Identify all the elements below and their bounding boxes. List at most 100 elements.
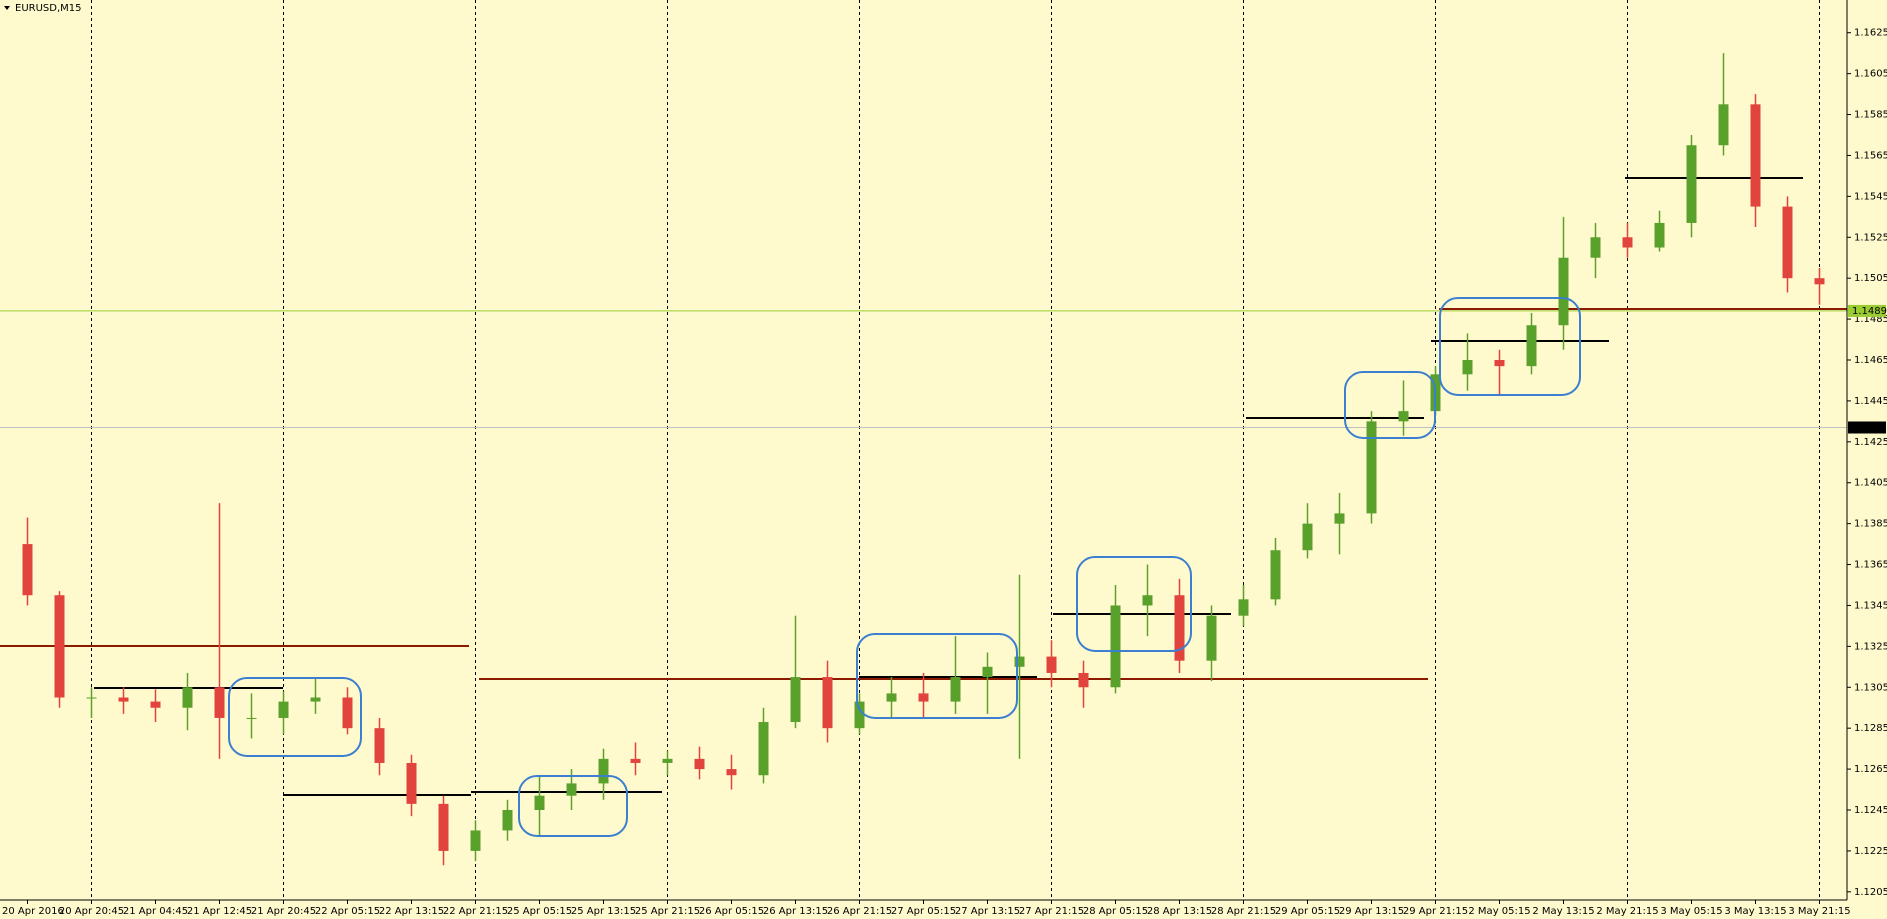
candle-body [1206, 615, 1217, 661]
candle-body [1590, 237, 1601, 258]
price-label: 1.1489 [1852, 306, 1887, 317]
candle-body [1462, 360, 1473, 375]
candle-body [438, 803, 449, 851]
candle-body [1046, 656, 1057, 673]
x-tick-label: 28 Apr 05:15 [1083, 906, 1148, 917]
range-box [856, 633, 1018, 719]
candle-body [246, 717, 257, 719]
x-tick-label: 21 Apr 04:45 [123, 906, 188, 917]
x-tick-label: 28 Apr 13:15 [1147, 906, 1212, 917]
candle-body [1014, 656, 1025, 667]
price-label-box [1848, 421, 1886, 434]
y-tick-label: 1.1325 [1854, 641, 1887, 652]
candle-body [1558, 257, 1569, 326]
candle-body [758, 722, 769, 776]
y-tick-label: 1.1425 [1854, 437, 1887, 448]
candle-body [1366, 421, 1377, 514]
y-tick-label: 1.1245 [1854, 805, 1887, 816]
y-tick-label: 1.1305 [1854, 682, 1887, 693]
candle-body [118, 697, 129, 702]
chart-title: EURUSD,M15 [15, 3, 81, 14]
x-tick-label: 29 Apr 13:15 [1339, 906, 1404, 917]
candle-body [470, 830, 481, 851]
candle-body [950, 677, 961, 702]
price-label: 1.1432 [1852, 423, 1887, 434]
menu-arrow[interactable] [4, 6, 10, 10]
candle-body [982, 666, 993, 678]
candle-body [886, 693, 897, 702]
candle-body [502, 810, 513, 831]
candle-body [918, 693, 929, 702]
candle-body [630, 758, 641, 763]
candle-body [1686, 145, 1697, 223]
y-tick-label: 1.1205 [1854, 887, 1887, 898]
y-tick-label: 1.1525 [1854, 232, 1887, 243]
y-tick-label: 1.1505 [1854, 273, 1887, 284]
x-tick-label: 25 Apr 13:15 [571, 906, 636, 917]
x-tick-label: 3 May 05:15 [1660, 906, 1722, 917]
candle-body [310, 697, 321, 702]
x-tick-label: 29 Apr 05:15 [1275, 906, 1340, 917]
x-tick-label: 26 Apr 05:15 [699, 906, 764, 917]
x-tick-label: 3 May 13:15 [1724, 906, 1786, 917]
candle-body [1110, 605, 1121, 688]
candle-body [854, 701, 865, 729]
candle-body [54, 595, 65, 698]
candle-body [374, 728, 385, 763]
x-tick-label: 26 Apr 21:15 [827, 906, 892, 917]
x-tick-label: 26 Apr 13:15 [763, 906, 828, 917]
candle-body [822, 677, 833, 729]
candle-body [214, 687, 225, 718]
candle-body [1494, 360, 1505, 367]
candle-body [726, 769, 737, 776]
x-tick-label: 25 Apr 05:15 [507, 906, 572, 917]
x-tick-label: 28 Apr 21:15 [1211, 906, 1276, 917]
candle-body [694, 758, 705, 770]
candle-body [662, 758, 673, 763]
x-tick-label: 29 Apr 21:15 [1403, 906, 1468, 917]
candle-body [1750, 104, 1761, 207]
x-tick-label: 20 Apr 20:45 [59, 906, 124, 917]
candle-body [1622, 237, 1633, 248]
x-tick-label: 21 Apr 20:45 [251, 906, 316, 917]
candle-body [150, 701, 161, 708]
range-box [1076, 556, 1192, 652]
candle-body [534, 795, 545, 810]
x-tick-label: 2 May 21:15 [1596, 906, 1658, 917]
candle-body [566, 783, 577, 796]
x-tick-label: 3 May 21:15 [1788, 906, 1850, 917]
candle-body [1334, 513, 1345, 524]
day-separators [91, 0, 1820, 900]
y-tick-label: 1.1485 [1854, 314, 1887, 325]
price-label-box [1848, 304, 1886, 317]
candle-body [598, 758, 609, 784]
price-lines [0, 310, 1847, 428]
y-tick-label: 1.1545 [1854, 191, 1887, 202]
candle-body [22, 544, 33, 596]
y-tick-label: 1.1285 [1854, 723, 1887, 734]
candle-body [1814, 278, 1825, 285]
candle-body [1142, 595, 1153, 606]
candle-body [1654, 222, 1665, 248]
candle-body [1302, 523, 1313, 551]
candle-body [1078, 672, 1089, 688]
candle-body [86, 697, 97, 699]
axes: 1.1205 1.1225 1.1245 1.1265 1.1285 1.1305 1.13… [2, 28, 1887, 917]
candle-body [182, 687, 193, 708]
y-tick-label: 1.1445 [1854, 396, 1887, 407]
drawn-boxes [228, 297, 1581, 837]
candle-body [1270, 550, 1281, 600]
x-tick-label: 22 Apr 21:15 [443, 906, 508, 917]
candle-body [1782, 206, 1793, 279]
x-tick-label: 22 Apr 05:15 [315, 906, 380, 917]
candle-body [406, 762, 417, 804]
y-tick-label: 1.1605 [1854, 69, 1887, 80]
range-box [1344, 371, 1436, 439]
y-tick-label: 1.1405 [1854, 478, 1887, 489]
candle-body [1174, 595, 1185, 661]
x-tick-label: 2 May 13:15 [1532, 906, 1594, 917]
y-tick-label: 1.1345 [1854, 600, 1887, 611]
candle-body [342, 697, 353, 729]
